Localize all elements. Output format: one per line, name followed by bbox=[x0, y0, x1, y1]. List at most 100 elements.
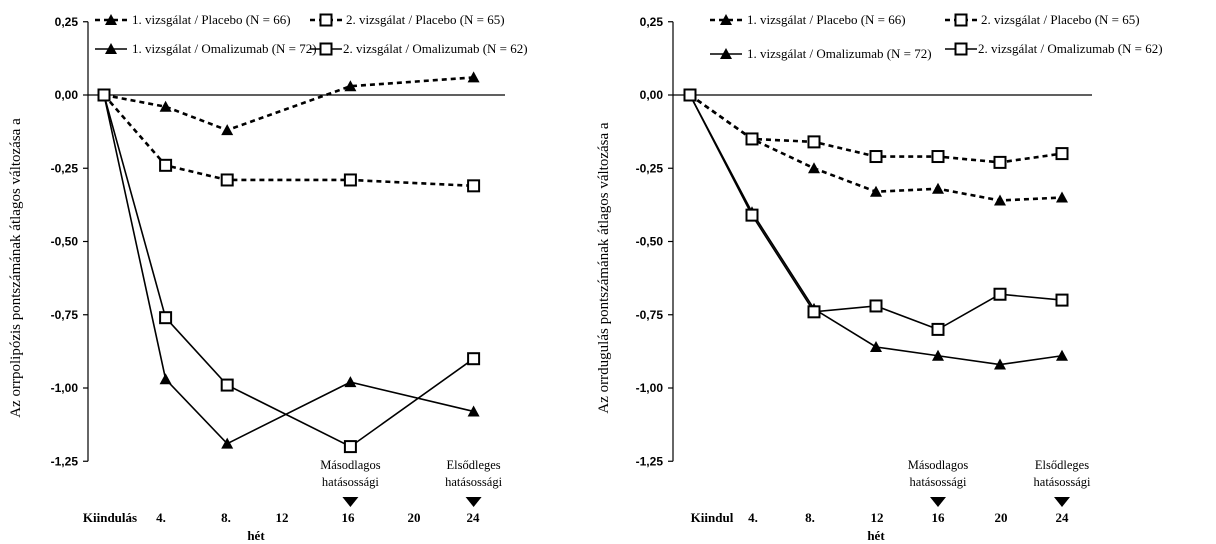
x-tick-label: 16 bbox=[342, 510, 356, 525]
series-1 bbox=[98, 71, 480, 136]
x-tick-label: 20 bbox=[408, 510, 421, 525]
y-tick-label: -1,25 bbox=[636, 454, 664, 468]
legend-marker bbox=[720, 14, 732, 25]
data-point bbox=[745, 208, 759, 222]
series-line bbox=[103, 94, 474, 445]
series-4 bbox=[683, 88, 1069, 336]
annotation-arrow bbox=[1054, 497, 1070, 507]
y-tick-label: -0,25 bbox=[636, 161, 664, 175]
data-point bbox=[220, 378, 234, 392]
data-point bbox=[221, 437, 234, 449]
x-tick-label: 24 bbox=[1056, 510, 1070, 525]
x-tick-label: 12 bbox=[276, 510, 289, 525]
y-tick-label: 0,25 bbox=[640, 15, 664, 29]
data-point bbox=[220, 173, 234, 187]
y-tick-label: -1,00 bbox=[51, 381, 79, 395]
legend-marker bbox=[954, 13, 968, 27]
legend-marker bbox=[954, 42, 968, 56]
data-point bbox=[683, 88, 697, 102]
series-1 bbox=[684, 89, 1068, 206]
data-point bbox=[1056, 349, 1068, 361]
y-tick-label: -0,25 bbox=[51, 161, 79, 175]
data-point bbox=[869, 150, 883, 164]
x-tick-label: 16 bbox=[932, 510, 946, 525]
annotation-arrow bbox=[465, 497, 482, 507]
legend-item-1: 1. vizsgálat / Placebo (N = 66) bbox=[95, 12, 291, 27]
data-point bbox=[870, 185, 882, 197]
y-tick-label: -0,75 bbox=[51, 308, 79, 322]
data-point bbox=[344, 376, 357, 388]
legend-item-3: 1. vizsgálat / Omalizumab (N = 72) bbox=[710, 46, 932, 61]
data-point bbox=[870, 340, 882, 352]
series-4 bbox=[97, 88, 481, 454]
annotation-line-1: Másodlagos bbox=[320, 458, 381, 472]
x-tick-label: 8. bbox=[805, 510, 815, 525]
data-point bbox=[994, 194, 1006, 206]
data-point bbox=[159, 100, 172, 112]
legend-label: 2. vizsgálat / Placebo (N = 65) bbox=[346, 12, 505, 27]
legend-item-4: 2. vizsgálat / Omalizumab (N = 62) bbox=[945, 41, 1163, 56]
data-point bbox=[343, 440, 357, 454]
data-point bbox=[1055, 147, 1069, 161]
x-tick-label: 8. bbox=[221, 510, 231, 525]
legend-item-2: 2. vizsgálat / Placebo (N = 65) bbox=[310, 12, 505, 27]
x-tick-label: 24 bbox=[467, 510, 481, 525]
y-tick-label: -0,50 bbox=[636, 235, 664, 249]
data-point bbox=[159, 373, 172, 385]
series-line bbox=[103, 76, 474, 132]
legend-label: 1. vizsgálat / Placebo (N = 66) bbox=[747, 12, 906, 27]
x-tick-label: Kiindul bbox=[691, 510, 734, 525]
data-point bbox=[467, 405, 480, 417]
data-point bbox=[807, 305, 821, 319]
annotation-line-2: hatásossági bbox=[445, 475, 502, 489]
data-point bbox=[1056, 191, 1068, 203]
legend-marker bbox=[720, 48, 732, 59]
y-tick-label: 0,00 bbox=[55, 88, 79, 102]
data-point bbox=[931, 322, 945, 336]
annotation-arrow bbox=[342, 497, 359, 507]
legend-marker bbox=[319, 42, 333, 56]
chart-panel-1: 0,25 0,00 -0,25 -0,50 -0,75 -1,00 -1,25 Az orrp… bbox=[8, 12, 528, 543]
legend-label: 1. vizsgálat / Omalizumab (N = 72) bbox=[132, 41, 317, 56]
annotation-line-2: hatásossági bbox=[1034, 475, 1091, 489]
annotation-line-2: hatásossági bbox=[322, 475, 379, 489]
data-point bbox=[343, 173, 357, 187]
data-point bbox=[159, 158, 173, 172]
x-tick-label: 20 bbox=[995, 510, 1008, 525]
data-point bbox=[993, 287, 1007, 301]
series-3 bbox=[684, 89, 1068, 370]
annotation-line-1: Elsődleges bbox=[1035, 458, 1089, 472]
data-point bbox=[467, 352, 481, 366]
legend-marker bbox=[105, 14, 117, 25]
legend-item-1: 1. vizsgálat / Placebo (N = 66) bbox=[710, 12, 906, 27]
series-line bbox=[103, 94, 475, 448]
x-tick-label: 4. bbox=[748, 510, 758, 525]
data-point bbox=[869, 299, 883, 313]
legend-item-3: 1. vizsgálat / Omalizumab (N = 72) bbox=[95, 41, 317, 56]
data-point bbox=[745, 132, 759, 146]
y-tick-label: -0,50 bbox=[51, 235, 79, 249]
data-point bbox=[221, 124, 234, 136]
legend-item-2: 2. vizsgálat / Placebo (N = 65) bbox=[945, 12, 1140, 27]
legend-item-4: 2. vizsgálat / Omalizumab (N = 62) bbox=[310, 41, 528, 56]
data-point bbox=[1055, 293, 1069, 307]
annotation-line-1: Másodlagos bbox=[908, 458, 969, 472]
data-point bbox=[344, 80, 357, 92]
legend-marker bbox=[105, 43, 117, 54]
legend-label: 2. vizsgálat / Placebo (N = 65) bbox=[981, 12, 1140, 27]
legend-label: 1. vizsgálat / Omalizumab (N = 72) bbox=[747, 46, 932, 61]
y-axis-label: Az orrpolipózis pontszámának átlagos vál… bbox=[8, 118, 24, 418]
y-axis-label: Az orrdugulás pontszámának átlagos válto… bbox=[596, 122, 612, 413]
y-tick-label: 0,00 bbox=[640, 88, 664, 102]
legend-label: 2. vizsgálat / Omalizumab (N = 62) bbox=[343, 41, 528, 56]
x-tick-label: Kiindulás bbox=[83, 510, 137, 525]
data-point bbox=[807, 135, 821, 149]
legend-label: 1. vizsgálat / Placebo (N = 66) bbox=[132, 12, 291, 27]
data-point bbox=[931, 150, 945, 164]
data-point bbox=[467, 179, 481, 193]
data-point bbox=[467, 71, 480, 83]
data-point bbox=[932, 182, 944, 194]
annotation-arrow bbox=[930, 497, 946, 507]
data-point bbox=[994, 358, 1006, 370]
